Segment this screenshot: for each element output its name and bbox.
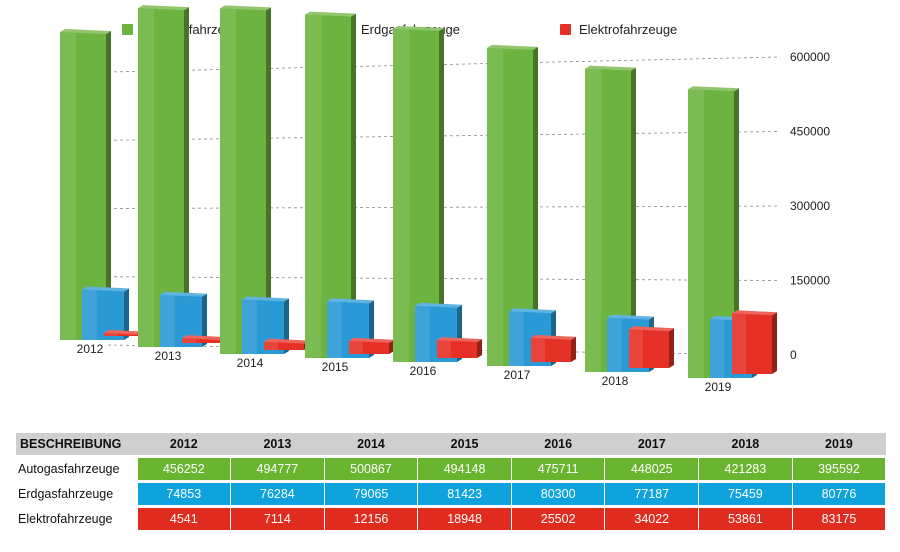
bar-erdgasfahrzeuge-2013 (160, 291, 207, 347)
table-header-label: BESCHREIBUNG (16, 433, 137, 455)
x-tick-label: 2016 (410, 364, 437, 378)
bars (60, 5, 777, 379)
bar-autogasfahrzeuge-2015 (305, 11, 356, 359)
table-cell: 77187 (604, 483, 700, 505)
x-tick-label: 2014 (237, 356, 264, 370)
table-cell: 448025 (604, 458, 700, 480)
table-cell: 18948 (417, 508, 512, 530)
bar-elektrofahrzeuge-2017 (531, 334, 576, 362)
table-cell: 494148 (417, 458, 512, 480)
table-cell: 74853 (137, 483, 232, 505)
x-tick-label: 2012 (77, 342, 104, 356)
y-tick-label: 300000 (790, 199, 830, 213)
x-tick-label: 2013 (155, 349, 182, 363)
table-cell: 7114 (230, 508, 325, 530)
table-header-year: 2017 (604, 433, 699, 455)
table-cell: 456252 (137, 458, 232, 480)
x-tick-label: 2015 (322, 360, 349, 374)
table-cell: 83175 (792, 508, 887, 530)
bar-elektrofahrzeuge-2015 (349, 337, 394, 354)
table-header-row: BESCHREIBUNG 2012 2013 2014 2015 2016 20… (16, 433, 886, 455)
bar-erdgasfahrzeuge-2015 (327, 298, 374, 358)
bar-elektrofahrzeuge-2016 (437, 337, 482, 358)
legend-swatch-autogas (122, 24, 133, 35)
table-cell: 395592 (792, 458, 887, 480)
x-tick-label: 2018 (602, 374, 629, 388)
table-header-year: 2016 (511, 433, 605, 455)
table-cell: 80300 (511, 483, 606, 505)
table-header-year: 2015 (417, 433, 512, 455)
table-cell: 34022 (604, 508, 700, 530)
table-cell: 76284 (230, 483, 325, 505)
y-tick-label: 150000 (790, 274, 830, 288)
table-cell: 4541 (137, 508, 232, 530)
table-row-elektro: Elektrofahrzeuge 4541 7114 12156 18948 2… (16, 508, 887, 530)
table-cell: 475711 (511, 458, 606, 480)
table-row-autogas: Autogasfahrzeuge 456252 494777 500867 49… (16, 458, 887, 480)
x-tick-label: 2017 (504, 368, 531, 382)
x-tick-label: 2019 (705, 380, 732, 394)
table-header-year: 2018 (698, 433, 793, 455)
table-cell: 25502 (511, 508, 606, 530)
bar-elektrofahrzeuge-2014 (264, 338, 309, 350)
table-header-year: 2012 (137, 433, 231, 455)
y-tick-label: 0 (790, 348, 797, 362)
table-header-year: 2019 (792, 433, 886, 455)
table-cell: 75459 (698, 483, 793, 505)
bar-erdgasfahrzeuge-2014 (242, 296, 289, 354)
x-axis-ticks: 2012 2013 2014 2015 2016 2017 2018 2019 (77, 342, 732, 394)
table-cell: 79065 (324, 483, 419, 505)
table-row-label: Erdgasfahrzeuge (16, 483, 138, 505)
table-cell: 421283 (698, 458, 793, 480)
table-header-year: 2013 (230, 433, 325, 455)
legend-item-elektro: Elektrofahrzeuge (560, 22, 677, 37)
y-tick-label: 600000 (790, 50, 830, 64)
table-cell: 81423 (417, 483, 512, 505)
y-axis-ticks: 600000 450000 300000 150000 0 (790, 50, 830, 362)
legend-swatch-elektro (560, 24, 571, 35)
table-row-label: Autogasfahrzeuge (16, 458, 138, 480)
table-cell: 494777 (230, 458, 325, 480)
table-cell: 53861 (698, 508, 793, 530)
table-header-year: 2014 (324, 433, 418, 455)
table-cell: 12156 (324, 508, 419, 530)
table-row-label: Elektrofahrzeuge (16, 508, 138, 530)
y-tick-label: 450000 (790, 125, 830, 139)
bar-elektrofahrzeuge-2019 (732, 310, 777, 374)
data-table: BESCHREIBUNG 2012 2013 2014 2015 2016 20… (16, 433, 887, 530)
table-cell: 500867 (324, 458, 419, 480)
bar-autogasfahrzeuge-2014 (220, 5, 271, 355)
legend-label-elektro: Elektrofahrzeuge (579, 22, 678, 37)
table-cell: 80776 (792, 483, 887, 505)
bar-autogasfahrzeuge-2013 (138, 5, 189, 347)
bar-elektrofahrzeuge-2018 (629, 326, 674, 368)
table-row-erdgas: Erdgasfahrzeuge 74853 76284 79065 81423 … (16, 483, 887, 505)
